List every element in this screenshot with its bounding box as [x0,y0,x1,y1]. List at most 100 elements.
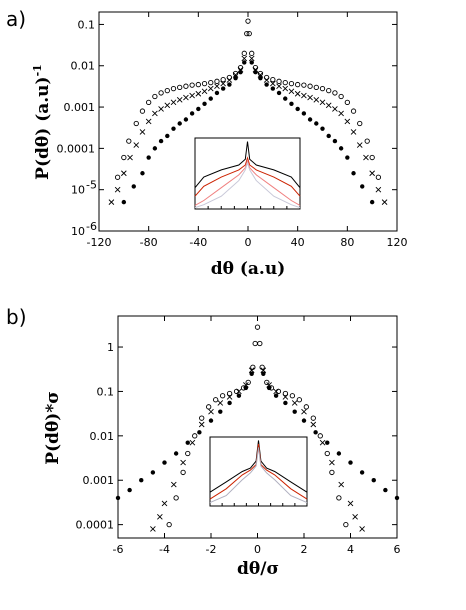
data-point-open [146,99,152,106]
data-point-filled [360,184,365,189]
data-point-cross [195,90,202,97]
panel-a: a) -120 -80 -40 0 40 80 120 0.1 0.01 0.001 0.0001… [6,7,408,279]
data-point-open [357,120,363,127]
data-point-cross [359,526,365,532]
data-point-open [164,87,170,94]
data-points-b [115,324,400,532]
data-point-open [295,81,301,88]
data-point-filled [359,470,365,475]
x-tick-label: 80 [340,236,354,249]
data-point-open [270,77,276,83]
data-point-cross [152,110,158,117]
data-point-cross [270,80,276,87]
data-point-cross [232,72,239,78]
data-point-filled [115,495,121,501]
data-point-cross [329,459,335,466]
x-tick-label: 4 [347,543,354,556]
data-point-filled [253,69,258,75]
data-point-open [329,469,335,476]
data-point-cross [344,118,351,125]
data-point-cross [214,83,220,90]
data-point-cross [164,102,171,109]
y-tick-label: 0.001 [83,474,115,487]
svg-text:P(dθ) (a.u)-1: P(dθ) (a.u)-1 [31,64,53,180]
inset-line [194,161,301,209]
y-tick-label: 0.0001 [76,519,115,532]
x-tick-label: 6 [394,543,401,556]
x-tick-label: 40 [291,236,305,249]
inset-line [194,156,301,197]
data-point-filled [301,418,307,423]
data-point-open [121,154,127,161]
data-point-open [326,87,332,94]
data-point-filled [338,146,344,151]
data-point-open [375,174,382,180]
data-point-open [319,85,326,92]
data-point-cross [226,77,233,83]
data-point-open [166,521,172,528]
data-point-cross [381,199,388,205]
data-point-filled [127,487,132,493]
data-point-open [276,78,282,84]
data-point-open [317,433,323,439]
x-tick-label: 2 [301,543,308,556]
data-point-filled [320,126,325,131]
panel-label-b: b) [6,305,27,329]
data-point-open [296,397,302,403]
data-point-cross [375,186,382,193]
data-point-cross [282,85,289,92]
data-point-open [206,404,212,410]
data-point-filled [196,106,201,112]
y-tick-label: 1 [107,341,114,354]
data-point-filled [236,393,242,398]
data-point-open [254,324,261,330]
data-point-open [332,90,338,96]
data-point-open [185,450,191,457]
data-point-cross [176,96,183,103]
data-point-open [173,495,179,501]
y-tick-label: 0.01 [90,430,115,443]
y-tick-label: 10 [71,184,85,197]
x-axis-a: -120 -80 -40 0 40 80 120 [87,12,408,249]
data-point-cross [352,513,358,520]
data-point-open [301,82,307,88]
data-point-cross [325,102,332,109]
data-point-open [170,85,177,92]
data-point-cross [257,72,264,78]
data-point-open [189,82,195,88]
panel-b: b) -6 -4 -2 0 2 4 6 1 0.1 0.01 0.001 0.0001 dθ/σ P… [6,305,401,579]
data-point-open [226,390,233,397]
data-point-cross [263,77,270,83]
data-point-filled [162,460,167,465]
data-point-cross [248,55,255,62]
data-point-cross [161,500,168,507]
data-point-filled [332,138,338,144]
data-point-filled [165,133,170,139]
data-point-open [257,340,263,347]
data-point-cross [310,421,317,428]
x-tick-label: 0 [245,236,252,249]
data-point-cross [207,85,214,92]
x-axis-title-a: dθ (a.u) [211,259,286,279]
x-tick-label: -80 [140,236,158,249]
data-point-cross [291,400,298,406]
data-point-open [220,77,226,83]
data-point-filled [173,451,179,456]
data-point-filled [295,106,300,112]
data-point-cross [273,388,279,395]
inset-lines-a [194,141,301,209]
data-point-open [343,521,349,528]
data-point-open [364,138,370,144]
data-point-open [177,84,183,91]
data-point-filled [140,171,145,176]
data-point-cross [338,481,345,488]
data-point-open [241,50,247,56]
data-point-filled [249,60,254,65]
data-point-open [252,340,258,347]
data-point-cross [170,481,177,488]
x-axis-b: -6 -4 -2 0 2 4 6 [113,316,401,556]
y-tick-label: 0.001 [64,101,96,114]
data-point-cross [217,400,224,406]
data-point-filled [325,440,330,445]
data-point-cross [201,88,208,95]
